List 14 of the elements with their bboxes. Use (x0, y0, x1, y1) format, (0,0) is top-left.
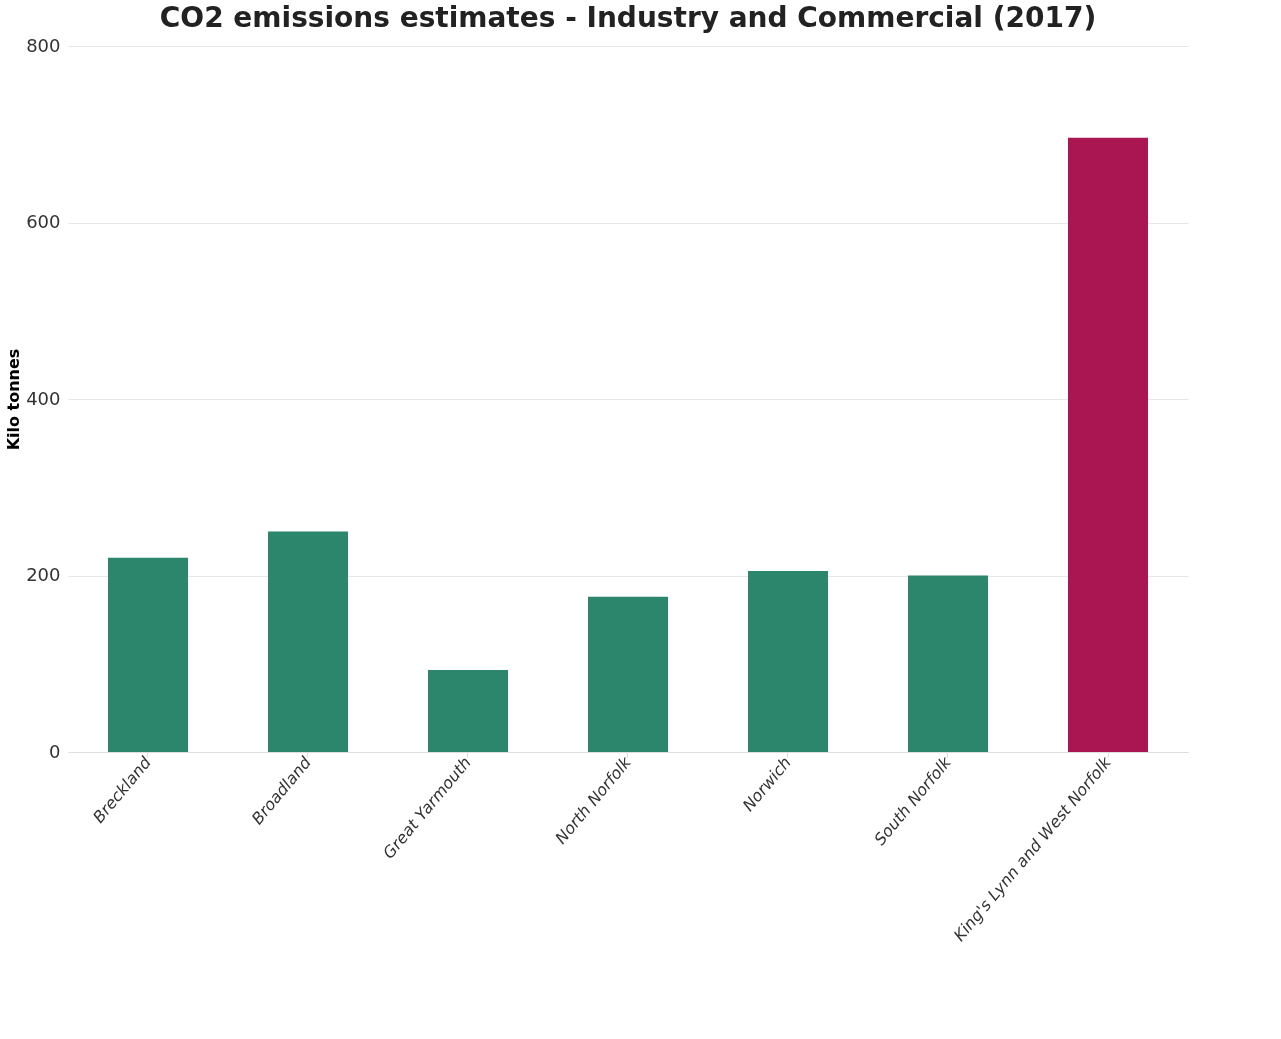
y-axis-title: Kilo tonnes (4, 348, 24, 451)
chart-title: CO2 emissions estimates - Industry and Commercial (2017) (159, 1, 1097, 34)
y-tick-label: 0 (49, 740, 61, 762)
y-tick-label: 400 (26, 387, 61, 409)
bar (588, 596, 668, 752)
y-tick-label: 800 (26, 34, 61, 56)
bar (748, 571, 828, 752)
bar (108, 557, 188, 752)
bar (268, 531, 348, 752)
bar (1068, 137, 1148, 752)
y-tick-label: 200 (26, 564, 61, 585)
y-tick-label: 600 (26, 211, 61, 232)
bar (428, 669, 508, 752)
bar (908, 575, 988, 752)
